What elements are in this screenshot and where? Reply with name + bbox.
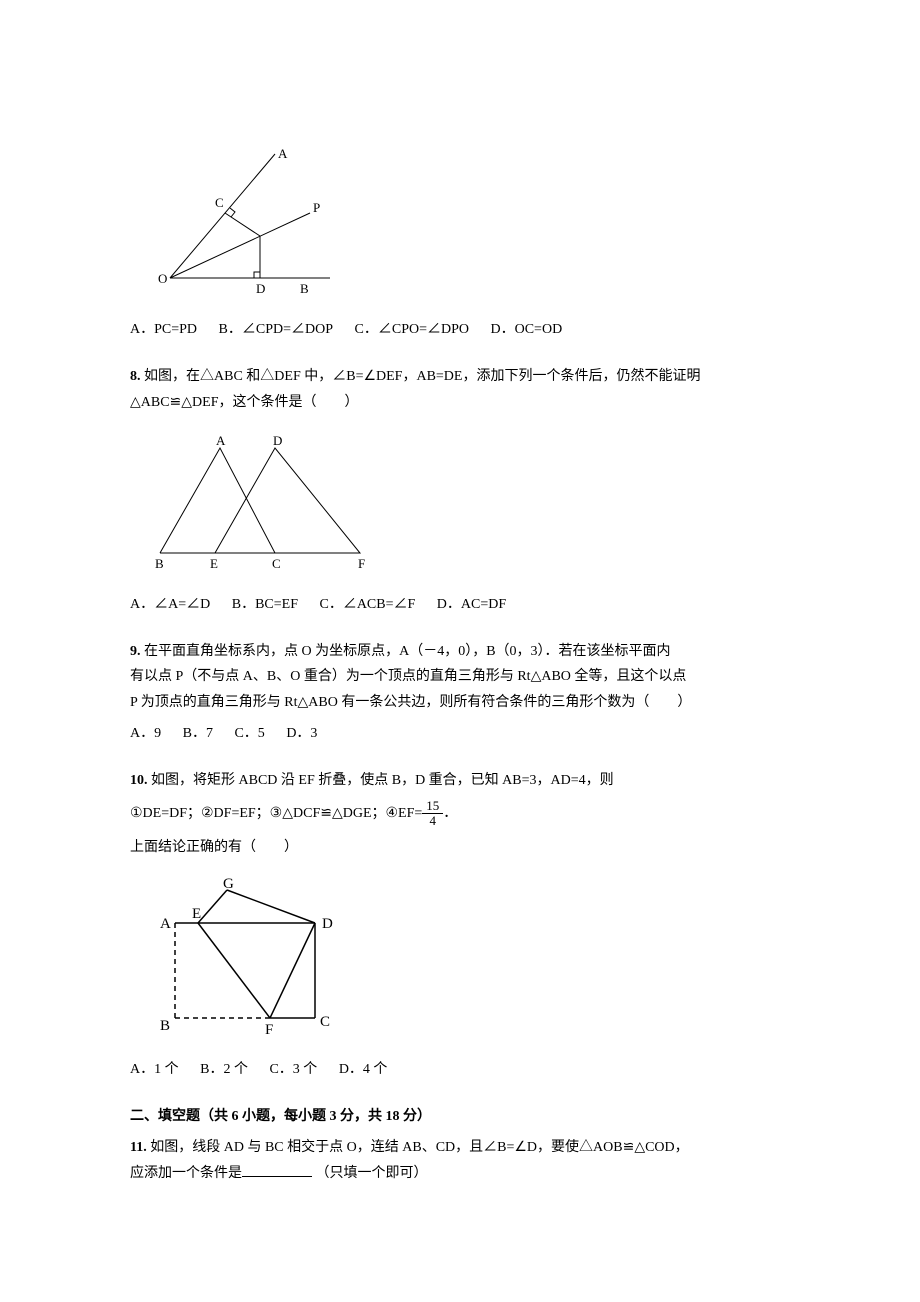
label-D10: D [322, 916, 333, 932]
page: A C P O D B A．PC=PD B．∠CPD=∠DOP C．∠CPO=∠… [0, 0, 920, 1272]
q10-options: A．1 个 B．2 个 C．3 个 D．4 个 [130, 1057, 790, 1082]
q7-option-a: A．PC=PD [130, 317, 197, 342]
label-B10: B [160, 1018, 170, 1034]
label-A8: A [216, 433, 226, 448]
q8-option-a: A．∠A=∠D [130, 592, 210, 617]
q8-option-c: C．∠ACB=∠F [319, 592, 415, 617]
q8-option-b: B．BC=EF [232, 592, 298, 617]
q8-line1: 如图，在△ABC 和△DEF 中，∠B=∠DEF，AB=DE，添加下列一个条件后… [144, 369, 700, 384]
section2-title-text: 二、填空题（共 6 小题，每小题 3 分，共 18 分） [130, 1109, 431, 1124]
q9-option-a: A．9 [130, 721, 161, 746]
figure-q10: A E G D B F C [150, 878, 790, 1047]
q11-line2b: （只填一个即可） [316, 1166, 428, 1181]
label-A10: A [160, 916, 171, 932]
q9-line1: 在平面直角坐标系内，点 O 为坐标原点，A（－4，0），B（0，3）．若在该坐标… [144, 644, 671, 659]
label-B8: B [155, 556, 164, 571]
q11-blank [242, 1162, 312, 1177]
q8-options: A．∠A=∠D B．BC=EF C．∠ACB=∠F D．AC=DF [130, 592, 790, 617]
q10-line1: 如图，将矩形 ABCD 沿 EF 折叠，使点 B，D 重合，已知 AB=3，AD… [151, 773, 614, 788]
q9-line3: P 为顶点的直角三角形与 Rt△ABO 有一条公共边，则所有符合条件的三角形个数… [130, 695, 691, 710]
q10-text-3: 上面结论正确的有（ ） [130, 835, 790, 860]
q9-option-c: C．5 [234, 721, 264, 746]
label-A: A [278, 148, 288, 161]
q9-options: A．9 B．7 C．5 D．3 [130, 721, 790, 746]
q7-option-b: B．∠CPD=∠DOP [219, 317, 333, 342]
label-E10: E [192, 906, 201, 922]
figure-q7: A C P O D B [150, 148, 790, 307]
q9-line2: 有以点 P（不与点 A、B、O 重合）为一个顶点的直角三角形与 Rt△ABO 全… [130, 669, 686, 684]
q10-line2b: ． [443, 806, 457, 821]
label-F8: F [358, 556, 365, 571]
q9-number: 9. [130, 644, 141, 659]
figure-q8: A D B E C F [150, 433, 790, 582]
q11-number: 11. [130, 1140, 147, 1155]
q10-text-2: ①DE=DF；②DF=EF；③△DCF≌△DGE；④EF=154． [130, 799, 790, 829]
label-G10: G [223, 878, 234, 892]
q8-svg: A D B E C F [150, 433, 380, 573]
q10-line2a: ①DE=DF；②DF=EF；③△DCF≌△DGE；④EF= [130, 806, 422, 821]
q8-option-d: D．AC=DF [437, 592, 506, 617]
q10-text: 10. 如图，将矩形 ABCD 沿 EF 折叠，使点 B，D 重合，已知 AB=… [130, 768, 790, 793]
section2-title: 二、填空题（共 6 小题，每小题 3 分，共 18 分） [130, 1104, 790, 1129]
label-O: O [158, 271, 167, 286]
q9-text: 9. 在平面直角坐标系内，点 O 为坐标原点，A（－4，0），B（0，3）．若在… [130, 639, 790, 715]
q10-svg: A E G D B F C [150, 878, 360, 1038]
label-C: C [215, 195, 224, 210]
q9-option-b: B．7 [183, 721, 213, 746]
label-E8: E [210, 556, 218, 571]
label-D: D [256, 281, 265, 296]
label-D8: D [273, 433, 282, 448]
q7-option-d: D．OC=OD [491, 317, 563, 342]
q11-text: 11. 如图，线段 AD 与 BC 相交于点 O，连结 AB、CD，且∠B=∠D… [130, 1135, 790, 1185]
q10-frac-den: 4 [422, 814, 443, 828]
q10-option-d: D．4 个 [339, 1057, 388, 1082]
q10-option-c: C．3 个 [269, 1057, 317, 1082]
label-F10: F [265, 1022, 273, 1038]
label-C10: C [320, 1014, 330, 1030]
label-P: P [313, 200, 320, 215]
q10-fraction: 154 [422, 799, 443, 829]
q8-number: 8. [130, 369, 141, 384]
q7-svg: A C P O D B [150, 148, 350, 298]
q8-text: 8. 如图，在△ABC 和△DEF 中，∠B=∠DEF，AB=DE，添加下列一个… [130, 364, 790, 414]
q10-option-a: A．1 个 [130, 1057, 179, 1082]
q10-number: 10. [130, 773, 148, 788]
q11-line2a: 应添加一个条件是 [130, 1166, 242, 1181]
q9-option-d: D．3 [286, 721, 317, 746]
q10-option-b: B．2 个 [200, 1057, 248, 1082]
q11-line1: 如图，线段 AD 与 BC 相交于点 O，连结 AB、CD，且∠B=∠D，要使△… [150, 1140, 688, 1155]
label-C8: C [272, 556, 281, 571]
label-B: B [300, 281, 309, 296]
q7-option-c: C．∠CPO=∠DPO [355, 317, 469, 342]
q7-options: A．PC=PD B．∠CPD=∠DOP C．∠CPO=∠DPO D．OC=OD [130, 317, 790, 342]
q8-line2: △ABC≌△DEF，这个条件是（ ） [130, 395, 359, 410]
q10-line3: 上面结论正确的有（ ） [130, 840, 298, 855]
q10-frac-num: 15 [422, 799, 443, 814]
